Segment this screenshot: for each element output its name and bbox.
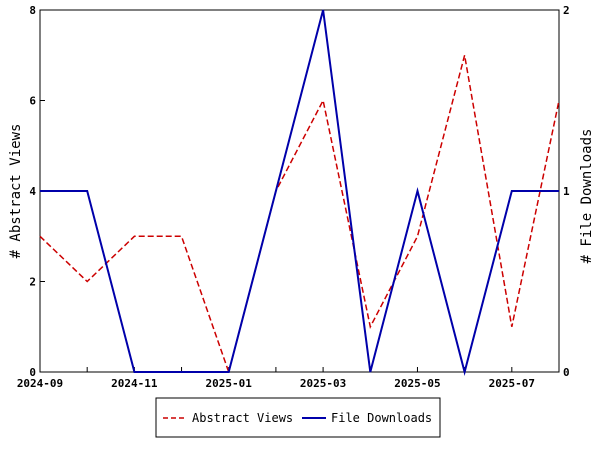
x-tick-label: 2025-01 — [206, 377, 253, 390]
series-layer — [39, 9, 560, 376]
left-tick-label: 6 — [29, 95, 36, 108]
x-tick-label: 2024-09 — [17, 377, 63, 390]
x-axis: 2024-09 2024-11 2025-01 2025-03 2025-05 2025-… — [17, 367, 560, 390]
right-tick-label: 2 — [563, 4, 570, 17]
legend-label-file-downloads: File Downloads — [331, 411, 432, 425]
x-tick-label: 2025-03 — [300, 377, 346, 390]
plot-area — [39, 9, 560, 373]
right-tick-label: 0 — [563, 366, 570, 379]
plot-frame — [39, 9, 560, 373]
x-tick-label: 2024-11 — [111, 377, 158, 390]
legend-label-abstract-views: Abstract Views — [192, 411, 293, 425]
left-tick-label: 4 — [29, 185, 36, 198]
left-axis: 0 2 4 6 8 — [29, 4, 45, 379]
series-line-file-downloads — [40, 9, 559, 376]
series-line-abstract-views — [39, 55, 560, 375]
legend-box — [155, 397, 441, 438]
x-tick-label: 2025-05 — [394, 377, 440, 390]
right-tick-label: 1 — [563, 185, 570, 198]
left-tick-label: 2 — [29, 276, 36, 289]
right-axis-title: # File Downloads — [579, 129, 595, 264]
legend: Abstract Views File Downloads — [155, 397, 441, 438]
left-tick-label: 0 — [29, 366, 36, 379]
left-tick-label: 8 — [29, 4, 36, 17]
x-tick-label: 2025-07 — [489, 377, 535, 390]
left-axis-title: # Abstract Views — [8, 124, 24, 259]
